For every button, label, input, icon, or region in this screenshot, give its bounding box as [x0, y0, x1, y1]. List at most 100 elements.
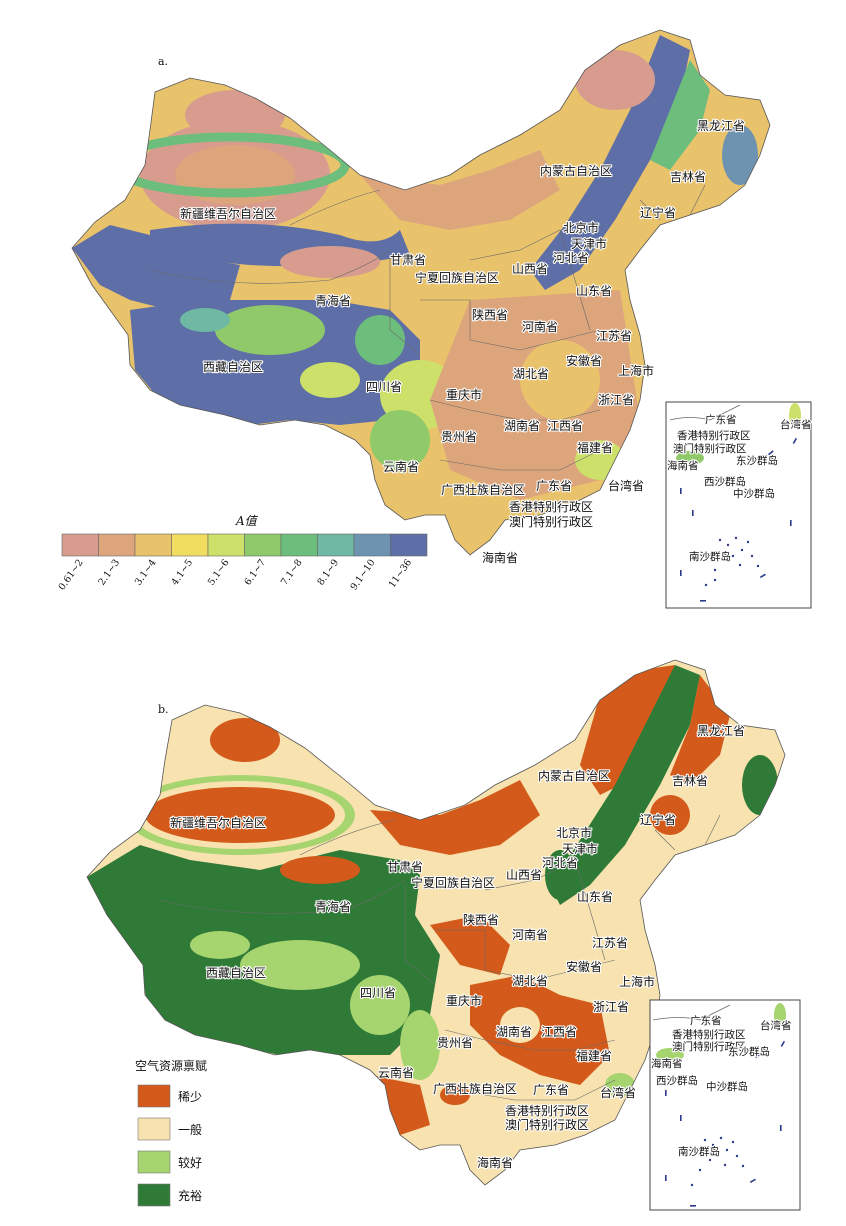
legend-b-swatch	[137, 1117, 171, 1141]
inset-b-label: 台湾省	[760, 1019, 792, 1032]
b-zone-changbai-abundant	[742, 755, 778, 815]
region-label: 湖北省	[513, 366, 549, 381]
inset-a-dashes	[680, 437, 798, 602]
a-zone-changbai	[722, 125, 758, 185]
inset-a-islands	[704, 536, 760, 587]
legend-a-range-label: 2.1~3	[96, 557, 122, 587]
legend-a-swatch	[244, 533, 282, 557]
region-label: 贵州省	[437, 1036, 473, 1050]
region-label: 云南省	[383, 459, 419, 474]
region-label: 北京市	[563, 220, 599, 235]
region-label: 广西壮族自治区	[441, 483, 525, 497]
region-label: 陕西省	[463, 912, 499, 927]
inset-b-islands	[690, 1136, 745, 1187]
region-label: 澳门特别行政区	[505, 1117, 589, 1132]
region-label: 贵州省	[441, 430, 477, 444]
a-zone-inner-mongolia	[360, 150, 560, 230]
legend-a-swatch	[98, 533, 136, 557]
region-label: 广西壮族自治区	[433, 1082, 517, 1096]
legend-a-ramp: 0.61~2 2.1~3 3.1~4 4.1~5 5.1~6 6.1~7 7.1~8 8.1~…	[57, 533, 428, 593]
region-label: 安徽省	[566, 353, 602, 368]
region-label: 安徽省	[566, 959, 602, 974]
a-zone-west	[72, 225, 240, 320]
region-label: 湖南省	[496, 1024, 532, 1039]
region-label: 青海省	[315, 899, 351, 914]
region-label: 云南省	[378, 1065, 414, 1080]
inset-a-taiwan	[789, 403, 801, 427]
region-label: 上海市	[619, 974, 655, 989]
a-zone-khingan	[530, 35, 690, 290]
region-label: 河南省	[522, 319, 558, 334]
region-label: 河北省	[542, 856, 578, 870]
region-label: 天津市	[571, 236, 607, 251]
inset-b-label: 澳门特别行政区	[672, 1040, 746, 1053]
inset-a-label: 广东省	[705, 413, 737, 426]
legend-b-label: 一般	[178, 1122, 202, 1137]
inset-b-taiwan	[774, 1003, 786, 1027]
a-zone-qinghai-green	[355, 315, 405, 365]
legend-b-swatch	[137, 1150, 171, 1174]
inset-b-label: 中沙群岛	[706, 1080, 748, 1093]
legend-b-label: 较好	[178, 1155, 202, 1170]
region-label: 湖北省	[512, 973, 548, 988]
inset-a-label: 澳门特别行政区	[673, 442, 747, 455]
b-zone-junggar-scarce	[210, 718, 280, 762]
region-label: 江苏省	[596, 329, 632, 343]
region-label: 内蒙古自治区	[540, 163, 612, 178]
legend-b-swatch	[137, 1084, 171, 1108]
inset-b-hainan	[656, 1048, 684, 1062]
region-label: 辽宁省	[640, 812, 676, 827]
region-label: 香港特别行政区	[505, 1103, 589, 1118]
inset-b-label: 东沙群岛	[728, 1045, 770, 1058]
region-label: 新疆维吾尔自治区	[180, 206, 276, 221]
legend-a-swatch	[390, 533, 428, 557]
region-label: 吉林省	[670, 170, 706, 184]
region-label: 山东省	[577, 890, 613, 904]
legend-b-title: 空气资源禀赋	[135, 1058, 207, 1073]
region-label: 上海市	[618, 363, 654, 378]
region-label: 甘肃省	[387, 860, 423, 874]
region-label: 江西省	[541, 1025, 577, 1039]
region-label: 辽宁省	[640, 205, 676, 220]
legend-a-swatch	[317, 533, 355, 557]
b-zone-fujian-good	[605, 1073, 635, 1097]
inset-a-label: 南沙群岛	[689, 550, 731, 563]
region-label: 广东省	[533, 1083, 569, 1097]
a-zone-qaidam	[280, 246, 380, 278]
b-zone-guangxi-scarce	[440, 1085, 470, 1105]
region-label: 湖南省	[504, 418, 540, 433]
legend-a-swatch	[134, 533, 172, 557]
legend-a-swatch	[171, 533, 209, 557]
region-label: 江苏省	[592, 936, 628, 950]
map-b: b.	[86, 659, 801, 1211]
legend-a-title: A值	[235, 514, 259, 528]
region-label: 四川省	[366, 380, 402, 394]
region-label: 山西省	[512, 262, 548, 276]
inset-b-label: 海南省	[651, 1057, 683, 1070]
region-label: 天津市	[562, 841, 598, 856]
legend-a-range-label: 3.1~4	[133, 557, 159, 587]
inset-b-label: 西沙群岛	[656, 1074, 698, 1087]
panel-b: b.	[0, 615, 846, 1226]
legend-a-range-label: 0.61~2	[57, 557, 86, 592]
region-label: 重庆市	[446, 993, 482, 1008]
region-label: 四川省	[360, 986, 396, 1000]
region-label: 黑龙江省	[697, 119, 745, 133]
inset-a-hainan	[676, 451, 704, 465]
inset-b-label: 广东省	[690, 1014, 722, 1027]
legend-a-swatch	[353, 533, 391, 557]
a-zone-khingan-green	[650, 60, 710, 170]
b-zone-taihang-abundant	[545, 850, 575, 900]
inset-b-label: 南沙群岛	[678, 1145, 720, 1158]
inset-a-label: 西沙群岛	[704, 475, 746, 488]
b-zone-khingan-abundant	[550, 665, 700, 905]
b-zone-qinghai-good	[350, 975, 410, 1035]
inset-b	[649, 999, 801, 1211]
region-label: 江西省	[547, 419, 583, 433]
inset-b-label: 香港特别行政区	[672, 1028, 746, 1041]
inset-a-coast	[669, 404, 741, 421]
region-label: 山西省	[506, 868, 542, 882]
region-label: 福建省	[577, 440, 613, 455]
panel-a: a.	[57, 29, 813, 609]
b-zone-tibet-good2	[190, 931, 250, 959]
